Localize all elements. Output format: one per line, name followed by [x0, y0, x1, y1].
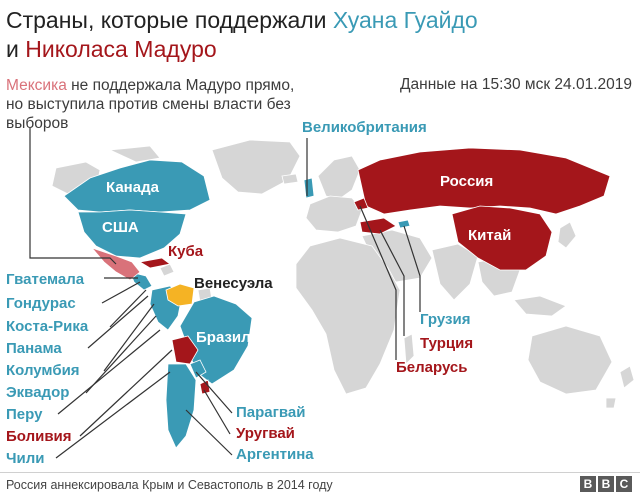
label-venezuela: Венесуэла — [194, 275, 273, 292]
label-cuba: Куба — [168, 243, 204, 260]
footer-divider — [0, 472, 640, 473]
title-text-2: и — [6, 36, 26, 62]
label-china: Китай — [468, 227, 511, 244]
data-timestamp: Данные на 15:30 мск 24.01.2019 — [400, 76, 632, 93]
label-canada: Канада — [106, 179, 160, 196]
label-uruguay: Уругвай — [236, 425, 295, 442]
mexico-note-highlight: Мексика — [6, 77, 67, 94]
bbc-logo-b2: B — [598, 476, 614, 492]
title-guaido: Хуана Гуайдо — [332, 7, 478, 33]
label-usa: США — [102, 219, 139, 236]
mexico-note-text: не поддержала Мадуро прямо, но выступила… — [6, 77, 295, 132]
label-chile: Чили — [6, 450, 45, 467]
world-map: Канада США Куба Венесуэла Бразилия Велик… — [6, 119, 635, 467]
label-costa-rica: Коста-Рика — [6, 318, 89, 335]
title-text: Страны, которые поддержали — [6, 7, 333, 33]
label-peru: Перу — [6, 406, 43, 423]
footer-note: Россия аннексировала Крым и Севастополь … — [6, 478, 333, 492]
bbc-logo-b1: B — [580, 476, 596, 492]
label-brazil: Бразилия — [196, 329, 269, 346]
label-honduras: Гондурас — [6, 295, 76, 312]
leader-lines — [29, 128, 421, 459]
label-georgia: Грузия — [420, 311, 470, 328]
label-ecuador: Эквадор — [6, 384, 69, 401]
label-belarus: Беларусь — [396, 359, 468, 376]
label-colombia: Колумбия — [6, 362, 80, 379]
land-venezuela — [165, 283, 195, 307]
label-guatemala: Гватемала — [6, 271, 85, 288]
map-title: Страны, которые поддержали Хуана Гуайдо … — [6, 6, 636, 64]
land-maduro — [138, 147, 611, 395]
label-bolivia: Боливия — [6, 428, 72, 445]
label-argentina: Аргентина — [236, 446, 314, 463]
label-russia: Россия — [440, 173, 493, 190]
title-maduro: Николаса Мадуро — [25, 36, 217, 62]
bbc-logo: B B C — [580, 476, 632, 492]
label-turkey: Турция — [420, 335, 473, 352]
label-uk: Великобритания — [302, 119, 427, 136]
label-paraguay: Парагвай — [236, 404, 305, 421]
mexico-note: Мексика не поддержала Мадуро прямо, но в… — [6, 76, 306, 133]
land-neutral — [51, 139, 635, 409]
bbc-logo-c: C — [616, 476, 632, 492]
label-panama: Панама — [6, 340, 62, 357]
